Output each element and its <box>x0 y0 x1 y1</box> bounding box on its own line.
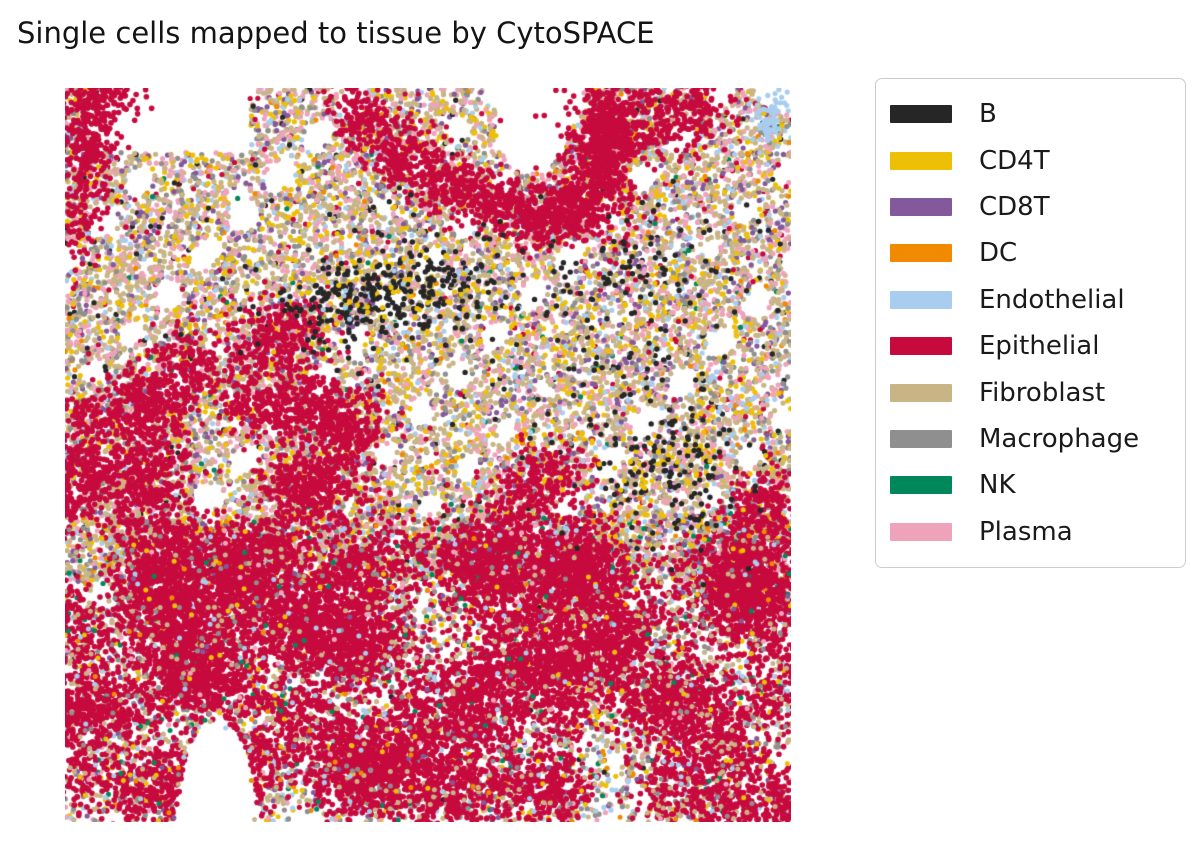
chart-title: Single cells mapped to tissue by CytoSPA… <box>17 16 655 50</box>
legend-label: Epithelial <box>979 331 1100 362</box>
legend-swatch <box>890 105 952 124</box>
legend-item-endothelial: Endothelial <box>890 277 1171 323</box>
legend-swatch <box>890 522 952 541</box>
legend-item-plasma: Plasma <box>890 509 1171 555</box>
legend-swatch <box>890 151 952 170</box>
legend-item-epithelial: Epithelial <box>890 323 1171 369</box>
legend-item-fibroblast: Fibroblast <box>890 369 1171 415</box>
legend-swatch <box>890 197 952 216</box>
legend-swatch <box>890 429 952 448</box>
legend-label: CD4T <box>979 145 1050 176</box>
legend-swatch <box>890 383 952 402</box>
legend-item-b: B <box>890 91 1171 137</box>
legend-item-macrophage: Macrophage <box>890 416 1171 462</box>
legend-item-cd4t: CD4T <box>890 137 1171 183</box>
legend-label: Fibroblast <box>979 377 1106 408</box>
legend-item-cd8t: CD8T <box>890 184 1171 230</box>
legend-label: B <box>979 99 997 130</box>
legend-label: Plasma <box>979 516 1073 547</box>
legend-swatch <box>890 337 952 356</box>
tissue-scatter-plot <box>65 88 791 822</box>
legend-swatch <box>890 476 952 495</box>
legend-label: Endothelial <box>979 284 1125 315</box>
legend-swatch <box>890 290 952 309</box>
legend-label: DC <box>979 238 1018 269</box>
legend-label: NK <box>979 470 1016 501</box>
legend-label: Macrophage <box>979 423 1140 454</box>
legend: B CD4T CD8T DC Endothelial Epithelial Fi… <box>875 78 1186 568</box>
legend-item-dc: DC <box>890 230 1171 276</box>
legend-item-nk: NK <box>890 462 1171 508</box>
legend-label: CD8T <box>979 191 1050 222</box>
legend-swatch <box>890 244 952 263</box>
